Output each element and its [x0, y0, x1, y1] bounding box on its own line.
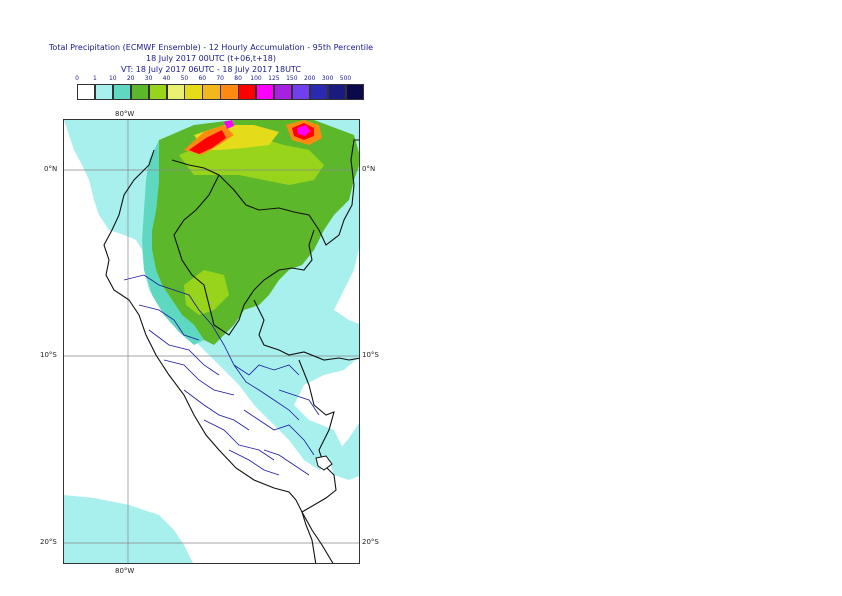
precip-area-10mm [142, 140, 204, 345]
lat-label-10-left: 10°S [40, 351, 57, 359]
map-title: Total Precipitation (ECMWF Ensemble) - 1… [48, 43, 374, 52]
legend-color-swatch [166, 84, 185, 100]
legend-tick-label: 40 [162, 75, 171, 82]
legend-color-swatch [94, 84, 114, 100]
legend-color-swatch [327, 84, 346, 100]
map-base-time: 18 July 2017 00UTC (t+06,t+18) [146, 54, 276, 63]
legend-color-swatch [256, 84, 275, 100]
legend-tick-label: 200 [303, 75, 316, 82]
lat-label-10-right: 10°S [362, 351, 379, 359]
legend-color-swatch [202, 84, 221, 100]
precip-area-125mm [297, 125, 310, 136]
precipitation-map [64, 120, 359, 563]
border-bolivia [298, 359, 337, 563]
legend-tick-label: 500 [339, 75, 352, 82]
border-brazil [253, 299, 359, 361]
legend-tick-label: 60 [198, 75, 207, 82]
legend-color-swatch [309, 84, 329, 100]
legend-tick-label: 100 [250, 75, 262, 82]
lake-titicaca [315, 455, 333, 471]
legend-color-swatch [345, 84, 364, 100]
lat-label-0-left: 0°N [44, 165, 58, 173]
legend-color-swatch [112, 84, 132, 100]
legend-tick-label: 1 [92, 75, 97, 82]
legend-color-swatch [130, 84, 150, 100]
border-peru-east [173, 174, 315, 336]
legend-tick-label: 70 [216, 75, 225, 82]
legend-tick-label: 300 [321, 75, 334, 82]
legend-tick-label: 125 [268, 75, 280, 82]
lat-label-20-right: 20°S [362, 538, 379, 546]
legend-tick-label: 30 [144, 75, 153, 82]
legend-color-swatch [184, 84, 203, 100]
legend-color-swatch [220, 84, 239, 100]
lon-label-top: 80°W [115, 110, 135, 118]
precip-area-100mm [189, 130, 226, 154]
legend-color-swatch [77, 84, 96, 100]
precip-area-1mm-south [64, 495, 193, 563]
coastline [103, 149, 317, 563]
map-valid-time: VT: 18 July 2017 06UTC - 18 July 2017 18… [121, 65, 301, 74]
lon-label-bottom: 80°W [115, 567, 135, 575]
legend-tick-label: 20 [126, 75, 135, 82]
legend-tick-label: 10 [108, 75, 117, 82]
regional-boundaries [123, 274, 320, 476]
legend-tick-label: 80 [234, 75, 242, 82]
legend-tick-label: 0 [75, 75, 79, 82]
lat-label-20-left: 20°S [40, 538, 57, 546]
legend-color-swatch [238, 84, 257, 100]
legend-tick-label: 150 [286, 75, 298, 82]
legend-color-swatch [148, 84, 167, 100]
map-frame [63, 119, 360, 564]
legend-color-swatch [291, 84, 311, 100]
precip-area-125mm-north [224, 120, 234, 129]
lat-label-0-right: 0°N [362, 165, 376, 173]
precip-area-1mm-east [329, 423, 359, 480]
legend-tick-label: 50 [180, 75, 189, 82]
legend-color-swatch [273, 84, 293, 100]
